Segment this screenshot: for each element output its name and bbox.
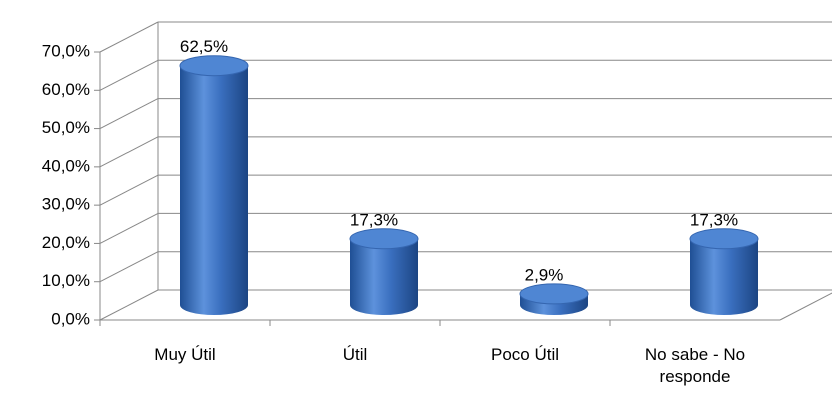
bar-part <box>519 283 589 305</box>
grid-line <box>99 21 159 53</box>
axis-line <box>779 292 832 321</box>
y-tick-label: 60,0% <box>42 80 90 99</box>
grid-line <box>99 174 159 206</box>
y-tick-label: 50,0% <box>42 118 90 137</box>
x-tick-label: No sabe - No responde <box>644 345 746 386</box>
x-tick-label: Muy Útil <box>154 345 216 364</box>
bar-part <box>349 228 419 250</box>
bar-part <box>179 55 249 77</box>
grid-line <box>99 251 159 283</box>
bar <box>689 228 759 315</box>
y-tick-label: 40,0% <box>42 156 90 175</box>
bar-part <box>689 228 759 250</box>
bar-part <box>350 238 418 315</box>
bar <box>179 55 249 315</box>
y-tick-label: 30,0% <box>42 195 90 214</box>
grid-line <box>99 289 159 321</box>
bar <box>349 228 419 315</box>
x-tick-label: Útil <box>342 345 368 364</box>
value-label: 2,9% <box>525 265 564 284</box>
y-tick-label: 20,0% <box>42 233 90 252</box>
bar-part <box>180 65 248 315</box>
grid-line <box>99 59 159 91</box>
x-tick-label: Poco Útil <box>490 345 560 364</box>
value-label: 17,3% <box>690 210 738 229</box>
grid-line <box>99 98 159 130</box>
grid-line <box>99 136 159 168</box>
y-tick-label: 0,0% <box>51 309 90 328</box>
bar-part <box>690 238 758 315</box>
grid-line <box>99 212 159 244</box>
value-label: 17,3% <box>350 210 398 229</box>
value-label: 62,5% <box>180 37 228 56</box>
y-tick-label: 10,0% <box>42 271 90 290</box>
bar <box>519 283 589 315</box>
y-tick-label: 70,0% <box>42 41 90 60</box>
